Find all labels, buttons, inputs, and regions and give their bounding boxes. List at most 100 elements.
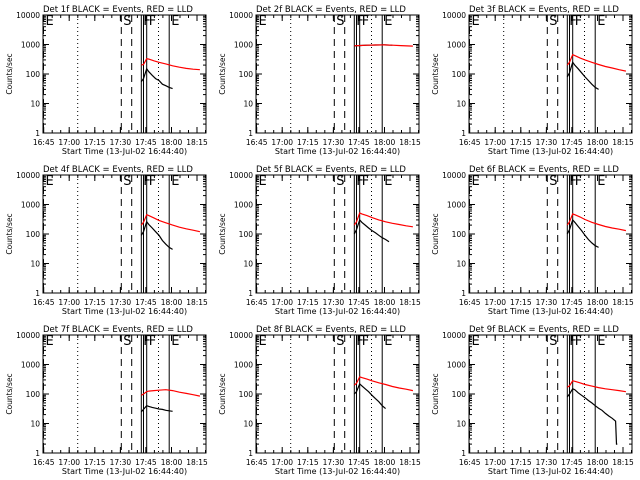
- x-axis-label: Start Time (13-Jul-02 16:44:40): [488, 467, 613, 476]
- y-tick-label: 1000: [21, 201, 40, 210]
- y-tick-label: 10000: [16, 171, 40, 180]
- x-tick-label: 17:30: [110, 458, 132, 467]
- marker-label: E: [384, 334, 392, 349]
- marker-label: F: [575, 174, 582, 189]
- y-tick-label: 1000: [447, 361, 466, 370]
- chart-panel-1: ESFFE11010010001000016:4517:0017:1517:30…: [5, 5, 208, 156]
- plot-frame: [468, 334, 633, 454]
- y-tick-label: 100: [452, 230, 467, 239]
- x-tick-label: 16:45: [246, 298, 268, 307]
- marker-label: S: [549, 174, 557, 189]
- series-lld-line: [566, 53, 627, 72]
- y-tick-label: 10: [243, 260, 253, 269]
- x-tick-label: 17:00: [271, 458, 293, 467]
- x-tick-label: 16:45: [246, 138, 268, 147]
- marker-label: E: [171, 14, 179, 29]
- y-tick-label: 1: [248, 289, 253, 298]
- x-tick-label: 17:30: [536, 138, 558, 147]
- x-tick-label: 17:45: [135, 138, 157, 147]
- x-tick-label: 18:00: [161, 458, 183, 467]
- x-tick-label: 17:45: [348, 458, 370, 467]
- marker-label: E: [259, 174, 267, 189]
- x-tick-label: 16:45: [33, 458, 55, 467]
- marker-label: S: [549, 14, 557, 29]
- marker-label: F: [149, 334, 156, 349]
- chart-title: Det 4f BLACK = Events, RED = LLD: [43, 165, 193, 175]
- x-tick-label: 18:00: [161, 138, 183, 147]
- chart-title: Det 9f BLACK = Events, RED = LLD: [469, 325, 619, 335]
- x-tick-label: 18:00: [374, 458, 396, 467]
- x-tick-label: 18:15: [399, 458, 421, 467]
- marker-label: F: [362, 174, 369, 189]
- chart-panel-8: ESFFE11010010001000016:4517:0017:1517:30…: [218, 325, 421, 476]
- x-tick-label: 17:15: [297, 138, 319, 147]
- y-tick-label: 10: [30, 420, 40, 429]
- x-tick-label: 18:00: [587, 138, 609, 147]
- y-axis-label: Counts/sec: [5, 373, 14, 414]
- y-tick-label: 100: [239, 70, 254, 79]
- x-tick-label: 18:15: [186, 138, 208, 147]
- x-tick-label: 17:30: [536, 298, 558, 307]
- y-tick-label: 100: [452, 390, 467, 399]
- y-tick-label: 10: [30, 100, 40, 109]
- y-tick-label: 1: [35, 449, 40, 458]
- y-axis-label: Counts/sec: [431, 213, 440, 254]
- x-tick-label: 17:15: [297, 458, 319, 467]
- marker-label: E: [597, 174, 605, 189]
- y-tick-label: 100: [26, 70, 41, 79]
- marker-label: E: [472, 14, 480, 29]
- chart-panel-5: ESFFE11010010001000016:4517:0017:1517:30…: [218, 165, 421, 316]
- chart-title: Det 7f BLACK = Events, RED = LLD: [43, 325, 193, 335]
- chart-title: Det 6f BLACK = Events, RED = LLD: [469, 165, 619, 175]
- x-tick-label: 18:15: [186, 298, 208, 307]
- x-tick-label: 18:00: [587, 298, 609, 307]
- y-tick-label: 10: [243, 420, 253, 429]
- y-tick-label: 1000: [447, 41, 466, 50]
- x-axis-label: Start Time (13-Jul-02 16:44:40): [488, 307, 613, 316]
- x-tick-label: 17:45: [135, 298, 157, 307]
- y-axis-label: Counts/sec: [218, 213, 227, 254]
- y-tick-label: 1: [248, 449, 253, 458]
- marker-label: E: [171, 334, 179, 349]
- y-tick-label: 10: [30, 260, 40, 269]
- x-tick-label: 17:00: [271, 298, 293, 307]
- x-axis-label: Start Time (13-Jul-02 16:44:40): [275, 467, 400, 476]
- series-lld-line: [566, 213, 627, 232]
- marker-label: E: [46, 174, 54, 189]
- series-lld-line: [140, 213, 201, 233]
- y-tick-label: 1: [35, 129, 40, 138]
- plot-frame: [42, 334, 207, 454]
- x-tick-label: 17:00: [484, 298, 506, 307]
- chart-panel-7: ESFFE11010010001000016:4517:0017:1517:30…: [5, 325, 208, 476]
- marker-label: F: [149, 174, 156, 189]
- plot-frame: [42, 174, 207, 294]
- x-tick-label: 16:45: [459, 138, 481, 147]
- y-tick-label: 1: [461, 129, 466, 138]
- x-axis-label: Start Time (13-Jul-02 16:44:40): [62, 147, 187, 156]
- chart-panel-2: ESFFE11010010001000016:4517:0017:1517:30…: [218, 5, 421, 156]
- plot-frame: [255, 14, 420, 134]
- x-tick-label: 17:00: [484, 138, 506, 147]
- series-lld-line: [141, 58, 200, 71]
- x-tick-label: 16:45: [33, 298, 55, 307]
- x-tick-label: 18:00: [374, 138, 396, 147]
- series-events-line: [566, 218, 599, 248]
- marker-label: S: [549, 334, 557, 349]
- chart-title: Det 1f BLACK = Events, RED = LLD: [43, 5, 193, 15]
- plot-frame: [255, 174, 420, 294]
- x-tick-label: 17:30: [536, 458, 558, 467]
- marker-label: F: [362, 14, 369, 29]
- x-tick-label: 17:00: [58, 138, 80, 147]
- marker-label: E: [46, 14, 54, 29]
- marker-label: E: [46, 334, 54, 349]
- y-tick-label: 10000: [442, 331, 466, 340]
- y-axis-label: Counts/sec: [218, 53, 227, 94]
- marker-label: E: [472, 174, 480, 189]
- x-tick-label: 17:15: [297, 298, 319, 307]
- marker-label: S: [336, 334, 344, 349]
- marker-label: E: [259, 14, 267, 29]
- chart-title: Det 2f BLACK = Events, RED = LLD: [256, 5, 406, 15]
- series-events-line: [566, 60, 599, 90]
- marker-label: E: [472, 334, 480, 349]
